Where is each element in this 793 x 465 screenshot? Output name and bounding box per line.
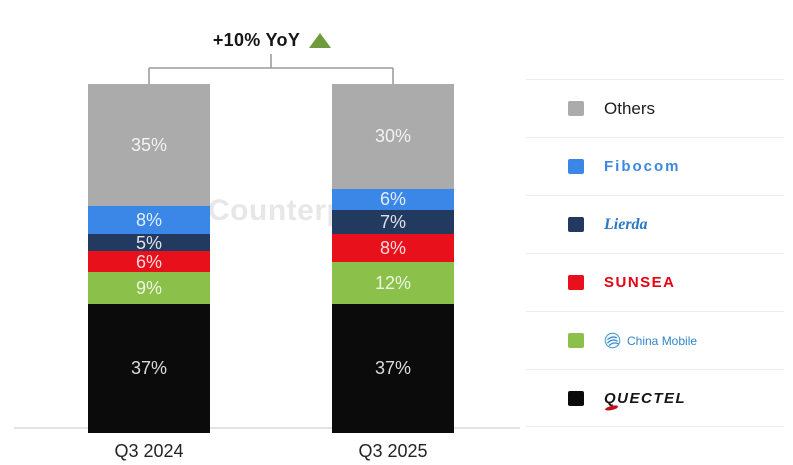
segment-value-label: 6%	[379, 189, 406, 210]
stacked-bar-q3-2024: 35% 8% 5% 6% 9% 37%	[88, 84, 210, 433]
legend-swatch-others	[568, 101, 584, 116]
x-axis-line	[14, 427, 520, 429]
segment-sunsea: 8%	[332, 234, 454, 262]
legend-item-quectel: QUECTEL	[526, 369, 784, 427]
segment-value-label: 30%	[374, 126, 412, 147]
x-axis-label: Q3 2024	[114, 441, 184, 461]
segment-fibocom: 8%	[88, 206, 210, 235]
legend-item-lierda: Lierda	[526, 195, 784, 253]
segment-value-label: 9%	[135, 278, 162, 299]
growth-up-triangle-icon	[309, 33, 332, 48]
legend-swatch-china-mobile	[568, 333, 584, 348]
stacked-bar-q3-2025: 30% 6% 7% 8% 12% 37%	[332, 84, 454, 433]
segment-china-mobile: 9%	[88, 272, 210, 304]
segment-others: 35%	[88, 84, 210, 207]
legend-swatch-quectel	[568, 390, 584, 406]
segment-lierda: 7%	[332, 209, 454, 235]
segment-value-label: 6%	[135, 251, 162, 272]
segment-quectel: 37%	[332, 303, 454, 433]
legend-item-china-mobile: China Mobile	[526, 311, 784, 369]
china-mobile-globe-icon	[604, 332, 621, 349]
legend-swatch-sunsea	[568, 275, 584, 290]
segment-china-mobile: 12%	[332, 261, 454, 304]
segment-value-label: 8%	[379, 238, 406, 258]
yoy-annotation: +10% YoY	[152, 30, 392, 51]
legend-label-quectel: QUECTEL	[604, 389, 687, 407]
legend-swatch-lierda	[568, 217, 584, 232]
legend-panel: Others Fibocom Lierda SUNSEA China Mobile QUE…	[526, 79, 784, 427]
segment-quectel: 37%	[88, 303, 210, 433]
legend-swatch-fibocom	[568, 159, 584, 174]
segment-value-label: 8%	[135, 210, 162, 231]
segment-value-label: 7%	[379, 211, 406, 232]
legend-label-lierda: Lierda	[604, 215, 648, 233]
legend-label-others: Others	[604, 98, 656, 118]
segment-lierda: 5%	[88, 232, 210, 253]
segment-sunsea: 6%	[88, 251, 210, 273]
legend-label-fibocom: Fibocom	[604, 158, 681, 175]
legend-item-fibocom: Fibocom	[526, 137, 784, 195]
legend-item-sunsea: SUNSEA	[526, 253, 784, 311]
segment-others: 30%	[332, 84, 454, 189]
segment-value-label: 37%	[374, 358, 412, 379]
segment-value-label: 35%	[130, 135, 168, 156]
legend-label-china-mobile: China Mobile	[604, 332, 697, 349]
legend-label-sunsea: SUNSEA	[604, 274, 676, 291]
segment-value-label: 37%	[130, 358, 168, 379]
china-mobile-wordmark: China Mobile	[627, 333, 698, 348]
segment-value-label: 5%	[135, 232, 162, 253]
yoy-annotation-label: +10% YoY	[212, 30, 301, 50]
x-axis-label: Q3 2025	[358, 441, 428, 461]
segment-value-label: 12%	[374, 272, 412, 293]
segment-fibocom: 6%	[332, 188, 454, 210]
legend-item-others: Others	[526, 79, 784, 137]
